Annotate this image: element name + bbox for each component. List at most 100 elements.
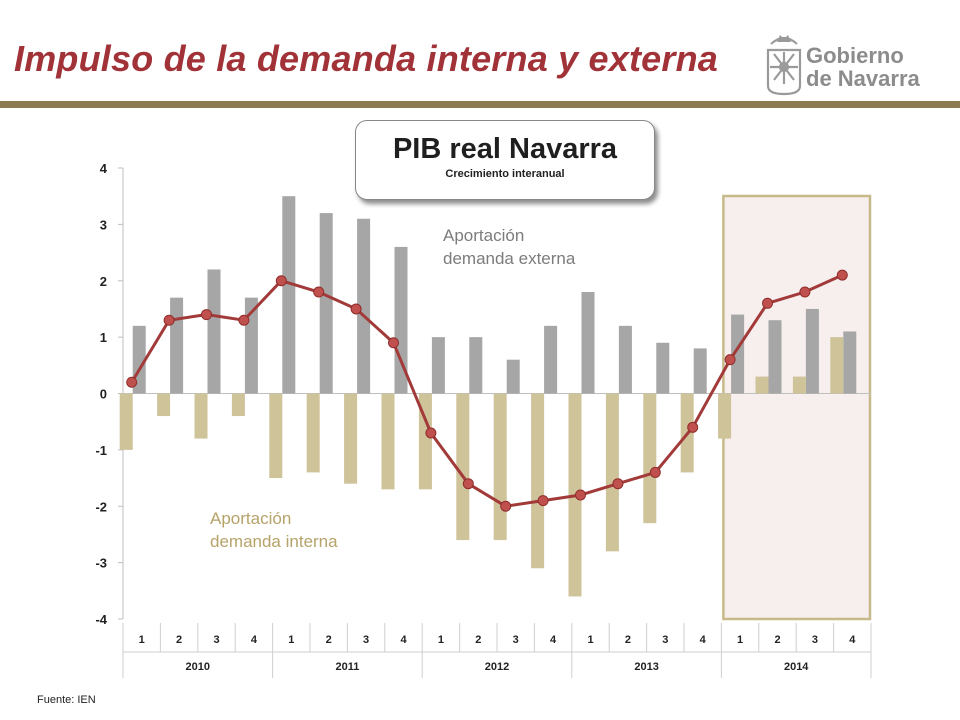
y-tick-label: -3: [95, 556, 107, 571]
title-divider: [0, 101, 960, 108]
bar-internal-demand: [157, 393, 171, 417]
bar-internal-demand: [119, 393, 133, 450]
chart-title-box: PIB real Navarra Crecimiento interanual: [355, 120, 655, 200]
bar-external-demand: [282, 196, 296, 394]
bar-internal-demand: [755, 376, 769, 394]
x-tick-quarter: 3: [213, 634, 219, 646]
x-tick-quarter: 2: [326, 634, 332, 646]
x-tick-quarter: 1: [139, 634, 145, 646]
x-tick-quarter: 1: [587, 634, 593, 646]
y-tick-label: 4: [100, 161, 108, 176]
bar-internal-demand: [605, 393, 619, 552]
point-gdp: [687, 421, 699, 433]
bar-internal-demand: [269, 393, 283, 479]
bar-internal-demand: [493, 393, 507, 541]
annotation-external-demand: Aportación demanda externa: [443, 224, 575, 270]
point-gdp: [350, 303, 362, 315]
bar-external-demand: [731, 314, 745, 394]
bar-external-demand: [469, 337, 483, 394]
x-tick-quarter: 3: [812, 634, 818, 646]
annotation-external-line-2: demanda externa: [443, 249, 576, 268]
point-gdp: [575, 489, 586, 501]
x-tick-quarter: 4: [700, 634, 707, 646]
x-tick-quarter: 1: [737, 634, 743, 646]
x-tick-quarter: 2: [176, 634, 182, 646]
bar-external-demand: [656, 342, 670, 394]
x-tick-quarter: 4: [849, 634, 856, 646]
y-tick-label: 0: [100, 387, 107, 402]
x-tick-year: 2014: [784, 661, 809, 673]
bar-external-demand: [506, 359, 520, 394]
logo-line-1: Gobierno: [806, 43, 904, 68]
y-tick-label: 3: [100, 217, 107, 232]
point-gdp: [500, 500, 512, 512]
bar-external-demand: [768, 320, 782, 394]
bar-internal-demand: [643, 393, 657, 524]
bar-internal-demand: [718, 393, 732, 439]
slide-title: Impulso de la demanda interna y externa: [14, 38, 719, 79]
bar-external-demand: [431, 337, 445, 394]
y-tick-label: -2: [95, 499, 107, 514]
bar-internal-demand: [231, 393, 245, 417]
bar-internal-demand: [830, 337, 844, 394]
x-tick-quarter: 2: [774, 634, 780, 646]
point-gdp: [649, 466, 661, 478]
bar-external-demand: [843, 331, 857, 394]
point-gdp: [537, 495, 549, 507]
x-tick-quarter: 1: [288, 634, 294, 646]
source-note: Fuente: IEN: [37, 694, 96, 706]
bar-external-demand: [357, 218, 371, 394]
point-gdp: [762, 297, 773, 309]
x-tick-quarter: 4: [550, 634, 557, 646]
bar-internal-demand: [418, 393, 432, 490]
annotation-external-line-1: Aportación: [443, 226, 525, 245]
point-gdp: [799, 286, 811, 298]
point-gdp: [275, 275, 287, 287]
bar-internal-demand: [344, 393, 358, 484]
logo-wordmark: Gobierno de Navarra: [806, 44, 920, 90]
x-tick-quarter: 3: [513, 634, 519, 646]
bar-internal-demand: [456, 393, 470, 541]
y-tick-label: 1: [100, 330, 107, 345]
point-gdp: [238, 314, 250, 326]
bar-external-demand: [544, 325, 558, 394]
annotation-internal-line-1: Aportación: [210, 509, 292, 528]
point-gdp: [126, 376, 138, 388]
point-gdp: [388, 337, 399, 349]
highlight-2014: [722, 194, 872, 621]
bar-external-demand: [207, 269, 221, 394]
bar-internal-demand: [531, 393, 545, 569]
x-tick-year: 2013: [634, 661, 658, 673]
x-tick-year: 2011: [335, 661, 359, 673]
logo-line-2: de Navarra: [806, 66, 920, 91]
bar-internal-demand: [194, 393, 208, 439]
point-gdp: [462, 478, 474, 490]
x-tick-quarter: 2: [625, 634, 631, 646]
bar-external-demand: [618, 325, 632, 394]
bar-internal-demand: [792, 376, 806, 394]
annotation-internal-line-2: demanda interna: [210, 532, 338, 551]
x-tick-quarter: 4: [400, 634, 407, 646]
point-gdp: [313, 286, 325, 298]
x-tick-year: 2010: [186, 661, 210, 673]
bar-external-demand: [319, 213, 333, 394]
navarra-coat-of-arms-icon: [766, 35, 802, 96]
bar-external-demand: [805, 308, 819, 394]
x-tick-quarter: 4: [251, 634, 258, 646]
point-gdp: [163, 314, 175, 326]
annotation-internal-demand: Aportación demanda interna: [210, 507, 338, 553]
point-gdp: [612, 478, 624, 490]
y-tick-label: 2: [100, 274, 107, 289]
chart-subtitle: Crecimiento interanual: [445, 168, 565, 180]
bar-internal-demand: [306, 393, 320, 473]
bar-external-demand: [170, 297, 184, 394]
x-tick-quarter: 1: [438, 634, 444, 646]
gdp-contribution-chart: 4 3 2 1 0 -1 -2 -3 -4 1 2 3 4 1 2 3 4 1 2 3 4 1 2 3 4 1 2 3 4 2010 201…: [95, 161, 872, 678]
y-tick-label: -4: [95, 612, 107, 627]
point-gdp: [201, 309, 212, 321]
bar-internal-demand: [381, 393, 395, 490]
bar-external-demand: [693, 348, 707, 394]
point-gdp: [425, 427, 437, 439]
x-tick-quarter: 2: [475, 634, 481, 646]
x-tick-quarter: 3: [363, 634, 369, 646]
